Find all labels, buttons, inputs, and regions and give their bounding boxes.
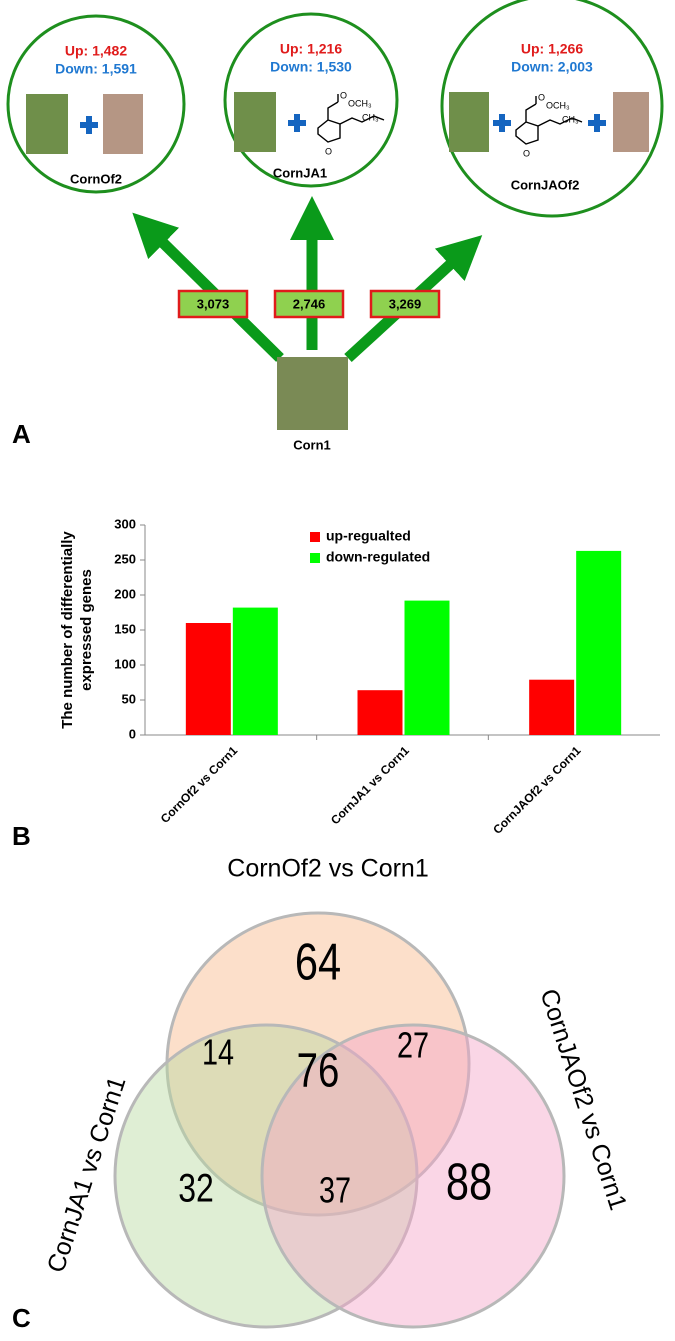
root-label: Corn1: [293, 437, 331, 452]
region-count: 76: [297, 1045, 340, 1098]
x-tick-label: CornJA1 vs Corn1: [328, 743, 412, 827]
bar: [404, 600, 450, 735]
y-tick-label: 50: [122, 691, 136, 706]
edge-boxes: [177, 289, 441, 319]
panel-a-text: Up: 1,482 Down: 1,591 CornOf2 Up: 1,216 …: [55, 41, 593, 453]
bar: [576, 550, 622, 735]
up-label: Up: 1,482: [65, 43, 127, 59]
region-count: 32: [178, 1165, 214, 1210]
bar: [232, 607, 278, 735]
y-tick-label: 300: [114, 516, 136, 531]
svg-text:O: O: [538, 92, 545, 102]
y-tick-label: 0: [129, 726, 136, 741]
arrows: [132, 196, 483, 363]
up-label: Up: 1,216: [280, 41, 342, 57]
photos: [26, 92, 649, 430]
bar: [529, 679, 575, 735]
legend-swatch: [310, 553, 320, 563]
region-count: 64: [295, 932, 341, 991]
up-label: Up: 1,266: [521, 41, 583, 57]
y-axis-label: expressed genes: [78, 569, 95, 691]
legend-swatch: [310, 532, 320, 542]
bar: [357, 690, 403, 735]
node-name: CornJAOf2: [511, 177, 580, 192]
svg-text:CH₃: CH₃: [362, 112, 379, 122]
panel-label: B: [12, 821, 31, 851]
region-count: 14: [202, 1031, 234, 1072]
region-count: 27: [397, 1024, 429, 1065]
edge-label: 3,073: [197, 296, 230, 311]
svg-text:O: O: [340, 90, 347, 100]
x-tick-label: CornJAOf2 vs Corn1: [490, 743, 584, 837]
node-name: CornOf2: [70, 171, 122, 186]
panel-label: C: [12, 1303, 31, 1333]
set-label: CornOf2 vs Corn1: [227, 855, 428, 883]
svg-text:CH₃: CH₃: [562, 114, 579, 124]
edge-label: 2,746: [293, 296, 326, 311]
edge-label: 3,269: [389, 296, 422, 311]
panel-label: A: [12, 419, 31, 449]
y-tick-label: 100: [114, 656, 136, 671]
y-tick-label: 200: [114, 586, 136, 601]
region-count: 88: [446, 1152, 492, 1211]
y-axis-label: The number of differentially: [59, 531, 76, 729]
bar: [185, 623, 231, 735]
svg-text:O: O: [523, 148, 530, 158]
venn-set: [113, 1023, 419, 1329]
svg-text:OCH₃: OCH₃: [546, 100, 570, 110]
svg-text:OCH₃: OCH₃: [348, 98, 372, 108]
down-label: Down: 1,530: [270, 59, 352, 75]
node-name: CornJA1: [273, 165, 327, 180]
venn-set: [260, 1023, 566, 1329]
down-label: Down: 2,003: [511, 59, 593, 75]
y-tick-label: 250: [114, 551, 136, 566]
y-tick-label: 150: [114, 621, 136, 636]
legend-label: down-regulated: [326, 549, 430, 565]
region-count: 37: [319, 1169, 351, 1210]
x-tick-label: CornOf2 vs Corn1: [158, 743, 241, 826]
molecules: [317, 94, 583, 145]
plus-icons: [80, 114, 606, 134]
legend-label: up-regualted: [326, 528, 411, 544]
svg-text:O: O: [325, 146, 332, 156]
venn-set: [165, 911, 471, 1217]
down-label: Down: 1,591: [55, 61, 137, 77]
